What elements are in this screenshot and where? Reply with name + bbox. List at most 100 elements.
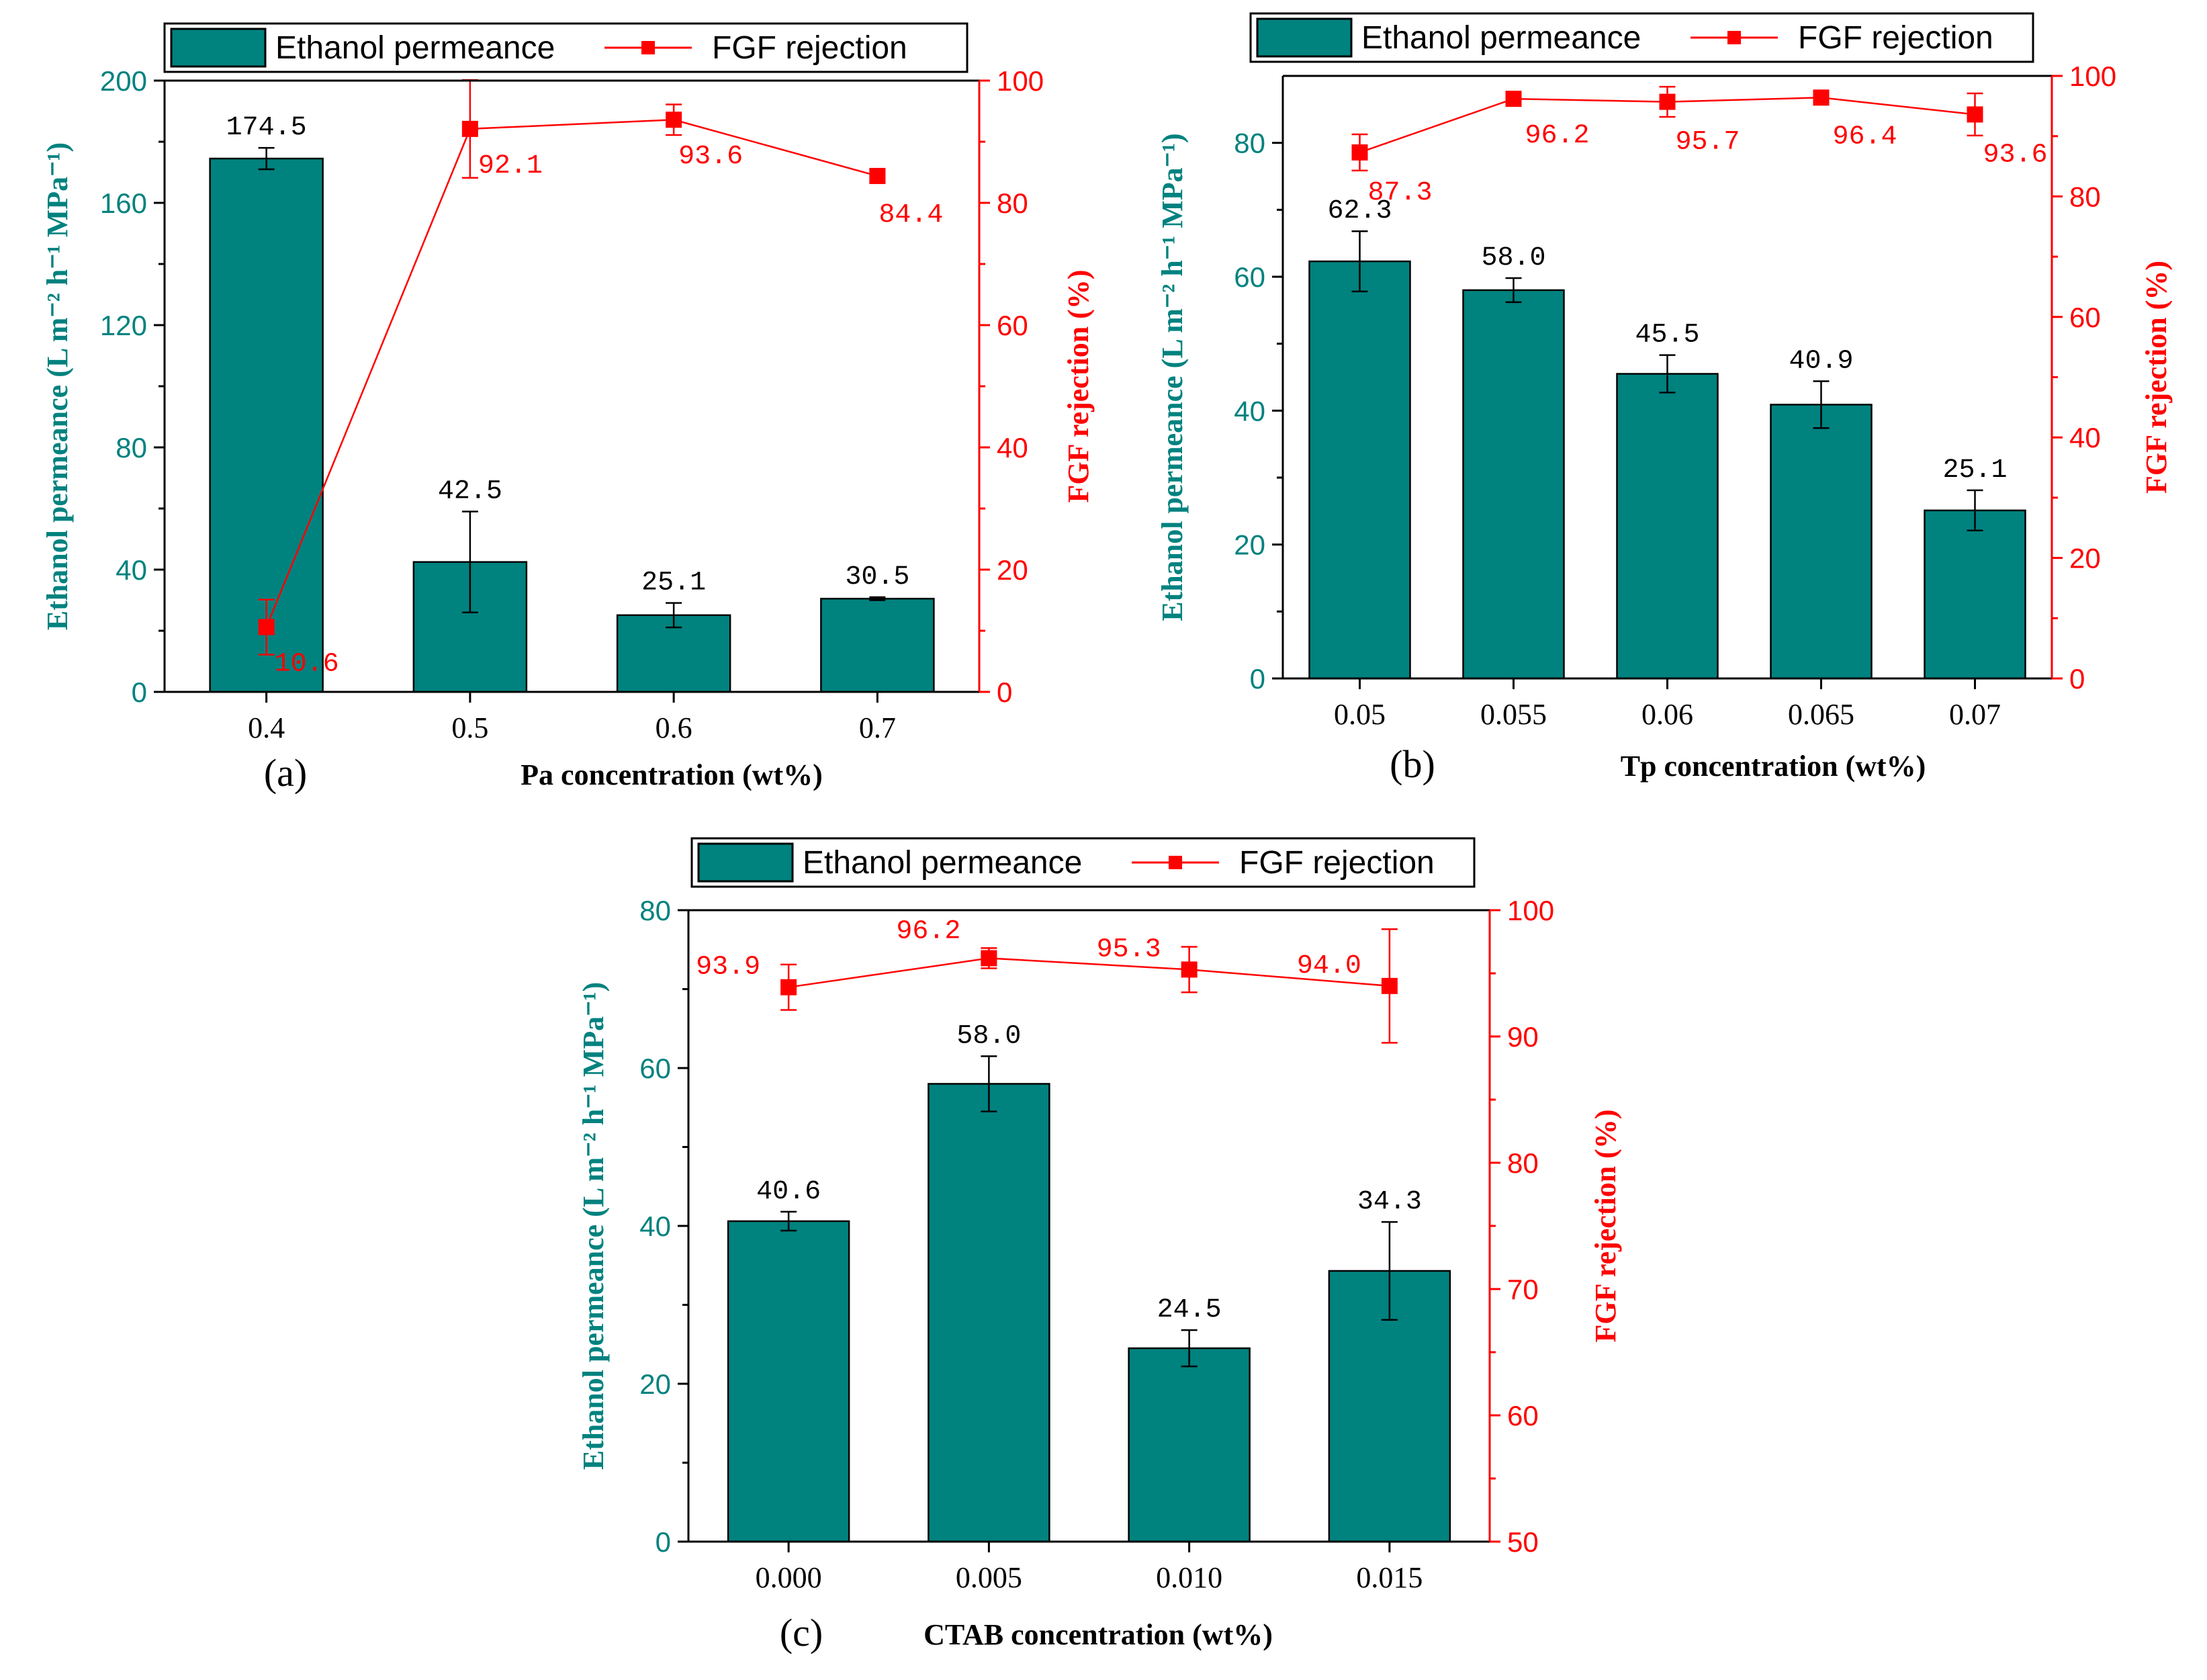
- legend-bar-label: Ethanol permeance: [1361, 20, 1641, 56]
- y-tick-label: 80: [116, 432, 147, 463]
- legend: Ethanol permeance FGF rejection: [690, 837, 1476, 888]
- y2-axis-title: FGF rejection (%): [1589, 1110, 1622, 1343]
- x-axis-title: Tp concentration (wt%): [1621, 750, 1926, 783]
- y2-tick-label: 60: [997, 310, 1028, 341]
- line-data-label: 10.6: [275, 650, 339, 680]
- line-data-label: 93.6: [1983, 140, 2047, 170]
- y-tick-label: 120: [100, 310, 147, 341]
- y-tick-label: 20: [1234, 529, 1265, 561]
- rejection-marker: [1813, 89, 1830, 106]
- bar-data-label: 30.5: [845, 562, 909, 592]
- bar-data-label: 42.5: [438, 477, 502, 507]
- bar-data-label: 58.0: [1481, 243, 1545, 273]
- bar-data-label: 40.9: [1789, 346, 1853, 376]
- y-axis-title: Ethanol permeance (L m⁻² h⁻¹ MPa⁻¹): [1156, 133, 1189, 621]
- x-tick-label: 0.05: [1334, 698, 1386, 731]
- y-tick-label: 40: [116, 554, 147, 586]
- y2-tick-label: 80: [997, 187, 1028, 219]
- x-axis-title: CTAB concentration (wt%): [924, 1618, 1273, 1651]
- bar-data-label: 62.3: [1327, 196, 1392, 226]
- y-tick-label: 200: [100, 65, 147, 97]
- x-tick-label: 0.7: [859, 711, 896, 744]
- legend-line-label: FGF rejection: [1798, 20, 1993, 56]
- panel-letter: (b): [1390, 742, 1435, 786]
- x-tick-label: 0.065: [1788, 698, 1854, 731]
- chart-panel-c: Ethanol permeance FGF rejection 40.6 58.0 24…: [577, 837, 1622, 1654]
- y2-tick-label: 60: [1507, 1400, 1539, 1431]
- legend-bar-label: Ethanol permeance: [803, 845, 1082, 881]
- x-tick-label: 0.5: [451, 711, 488, 744]
- y-tick-label: 80: [1234, 128, 1265, 159]
- bar-0.010: [1128, 1347, 1251, 1543]
- y2-tick-label: 100: [1507, 895, 1554, 926]
- y-tick-label: 0: [132, 676, 147, 708]
- bar-data-label: 174.5: [226, 113, 307, 143]
- legend-bar-label: Ethanol permeance: [275, 30, 555, 66]
- y2-tick-label: 20: [997, 554, 1028, 586]
- rejection-marker: [1505, 91, 1522, 107]
- rejection-marker: [1659, 93, 1676, 110]
- rejection-marker: [981, 950, 997, 967]
- legend: Ethanol permeance FGF rejection: [1249, 12, 2034, 63]
- y2-tick-label: 0: [997, 676, 1012, 708]
- line-data-label: 92.1: [478, 151, 543, 181]
- bar-0.07: [1924, 509, 2026, 680]
- y2-tick-label: 50: [1507, 1526, 1539, 1558]
- y2-tick-label: 20: [2069, 543, 2101, 574]
- y-tick-label: 0: [656, 1526, 671, 1558]
- legend-line-label: FGF rejection: [712, 30, 907, 66]
- y2-axis-title: FGF rejection (%): [2140, 261, 2173, 494]
- line-data-label: 96.2: [896, 916, 960, 946]
- legend-bar-swatch: [1256, 17, 1353, 58]
- x-tick-label: 0.005: [956, 1561, 1022, 1594]
- y-tick-label: 40: [639, 1210, 671, 1242]
- y-tick-label: 40: [1234, 395, 1265, 427]
- y2-tick-label: 80: [1507, 1147, 1539, 1179]
- legend-line-label: FGF rejection: [1239, 845, 1435, 881]
- bar-data-label: 25.1: [1942, 455, 2007, 486]
- line-data-label: 95.7: [1675, 128, 1740, 158]
- y2-tick-label: 60: [2069, 302, 2101, 333]
- legend-line-marker: [641, 41, 655, 54]
- rejection-line: [265, 118, 878, 628]
- line-data-label: 93.6: [678, 142, 743, 172]
- legend-bar-swatch: [170, 28, 267, 68]
- bar-0.065: [1770, 404, 1873, 680]
- panel-letter: (a): [264, 751, 307, 795]
- line-data-label: 84.4: [879, 200, 943, 230]
- rejection-marker: [1381, 977, 1398, 994]
- legend: Ethanol permeance FGF rejection: [163, 22, 969, 73]
- legend-box: [690, 837, 1476, 888]
- y2-tick-label: 80: [2069, 181, 2101, 212]
- line-data-label: 93.9: [696, 953, 760, 983]
- rejection-marker: [1351, 144, 1368, 161]
- line-data-label: 95.3: [1097, 934, 1161, 965]
- y2-tick-label: 40: [997, 432, 1028, 463]
- y2-tick-label: 40: [2069, 422, 2101, 453]
- y-tick-label: 0: [1250, 663, 1265, 695]
- y-tick-label: 60: [1234, 261, 1265, 293]
- bar-data-label: 24.5: [1157, 1295, 1222, 1325]
- legend-box: [163, 22, 969, 73]
- y-tick-label: 20: [639, 1368, 671, 1400]
- y2-tick-label: 70: [1507, 1274, 1539, 1305]
- rejection-marker: [1967, 106, 1983, 123]
- x-tick-label: 0.015: [1356, 1561, 1423, 1594]
- x-tick-label: 0.06: [1641, 698, 1693, 731]
- bar-0.7: [820, 597, 935, 693]
- y2-tick-label: 100: [997, 65, 1044, 97]
- legend-box: [1249, 12, 2034, 63]
- y-tick-label: 160: [100, 187, 147, 219]
- bar-data-label: 58.0: [956, 1021, 1021, 1051]
- y2-tick-label: 0: [2069, 663, 2085, 695]
- y2-axis-title: FGF rejection (%): [1062, 270, 1095, 503]
- x-tick-label: 0.07: [1949, 698, 2001, 731]
- y-tick-label: 60: [639, 1053, 671, 1084]
- x-tick-label: 0.4: [248, 711, 285, 744]
- x-tick-label: 0.000: [756, 1561, 822, 1594]
- x-tick-label: 0.6: [656, 711, 692, 744]
- chart-panel-b: Ethanol permeance FGF rejection 62.3 58.0 45…: [1156, 12, 2173, 786]
- line-data-label: 87.3: [1367, 178, 1432, 208]
- rejection-marker: [780, 979, 797, 996]
- bar-data-label: 45.5: [1635, 320, 1699, 351]
